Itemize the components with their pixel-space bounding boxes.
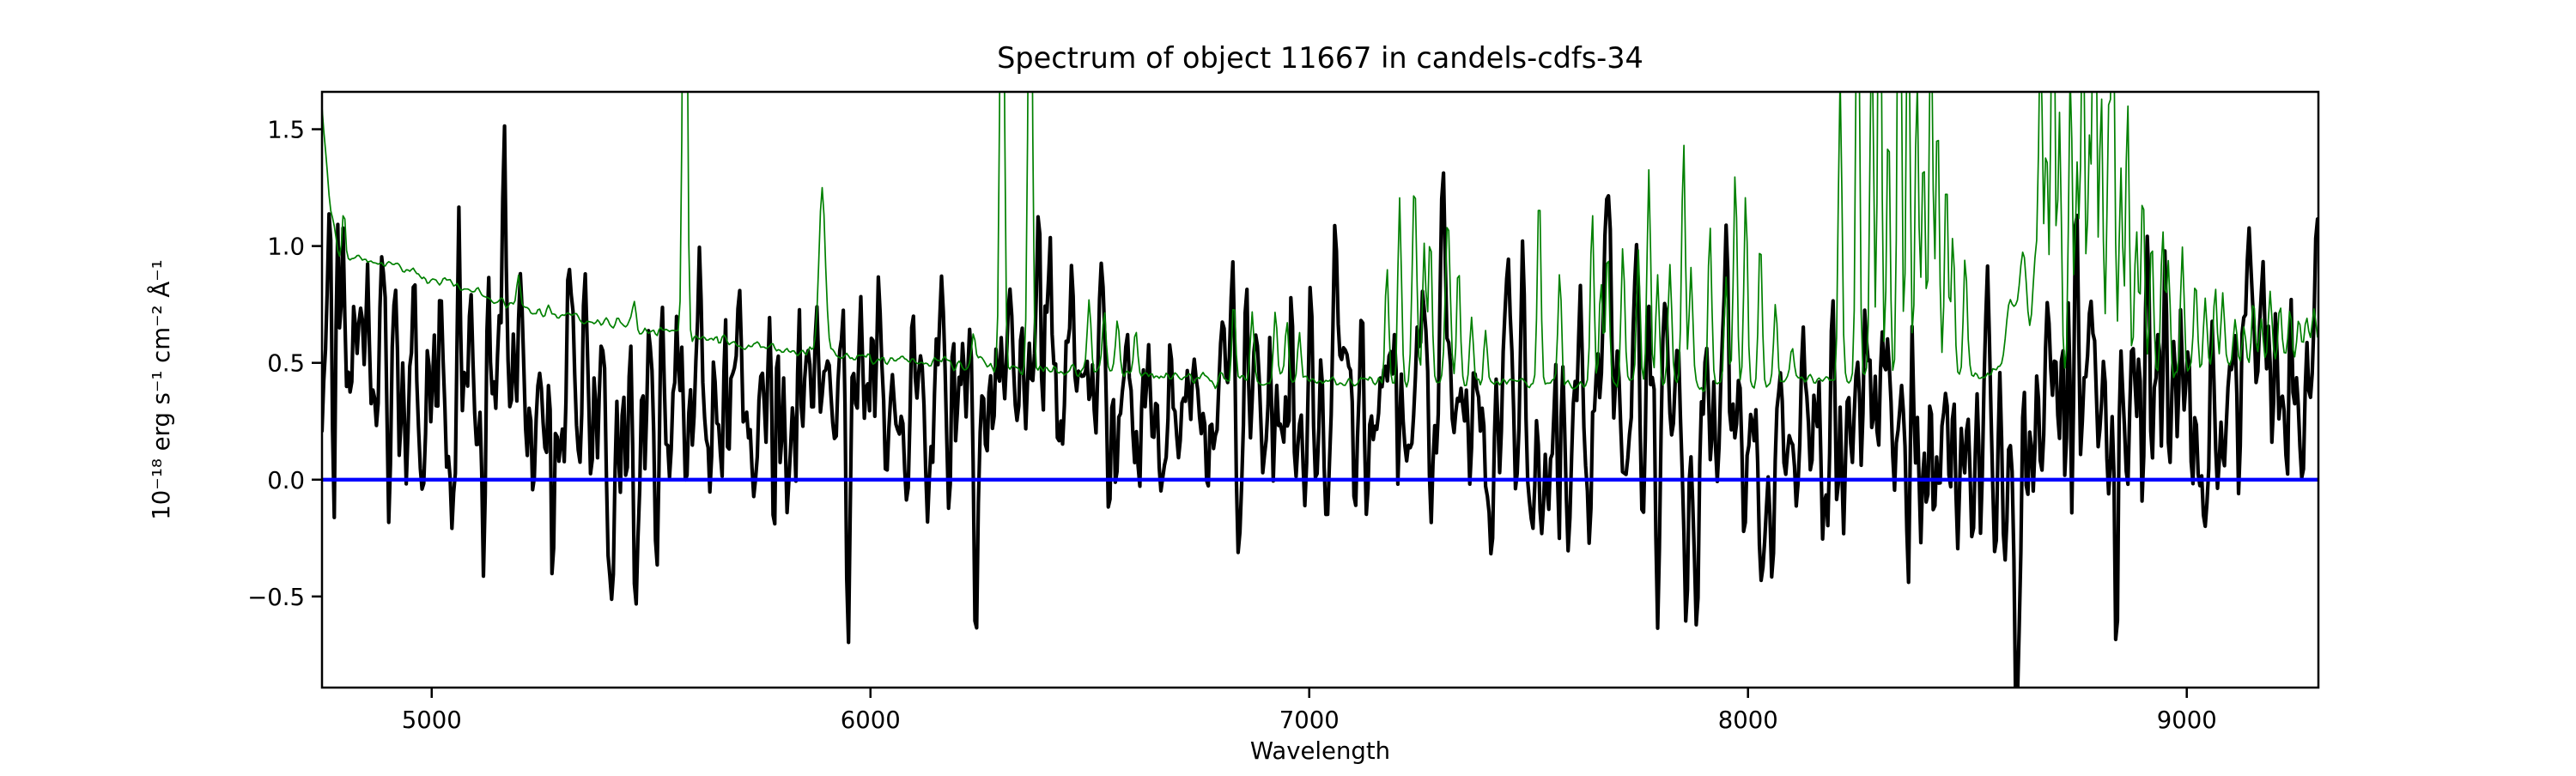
y-tick-label: 1.5 — [267, 117, 305, 144]
y-axis-label: 10⁻¹⁸ erg s⁻¹ cm⁻² Å⁻¹ — [146, 259, 175, 519]
x-tick-label: 7000 — [1279, 706, 1340, 734]
x-tick-label: 5000 — [402, 706, 462, 734]
y-tick-label: 0.5 — [267, 350, 305, 378]
sky-noise-spectrum-line — [322, 92, 2318, 392]
y-tick-label: −0.5 — [247, 584, 305, 611]
object-flux-line — [322, 124, 2318, 688]
x-tick-label: 9000 — [2157, 706, 2217, 734]
chart-title: Spectrum of object 11667 in candels-cdfs… — [997, 41, 1643, 75]
plot-area — [322, 92, 2318, 688]
axes: 5000 6000 7000 8000 9000 −0.5 0.0 0.5 1.0 1.5 — [247, 90, 2320, 734]
y-tick-label: 0.0 — [267, 467, 305, 494]
x-axis-label: Wavelength — [1250, 737, 1390, 765]
x-tick-label: 6000 — [841, 706, 901, 734]
y-tick-label: 1.0 — [267, 233, 305, 261]
x-tick-label: 8000 — [1718, 706, 1778, 734]
axes-frame — [320, 90, 2320, 689]
